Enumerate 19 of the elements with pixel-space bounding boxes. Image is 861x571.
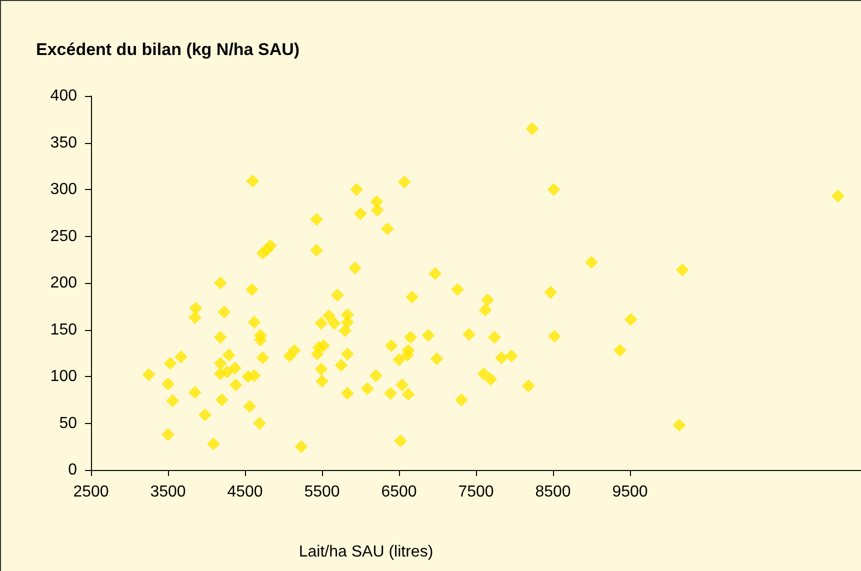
y-tick-label: 300 <box>50 181 78 198</box>
y-tick-label: 250 <box>50 228 78 245</box>
chart-title: Excédent du bilan (kg N/ha SAU) <box>36 40 300 59</box>
x-tick-label: 8500 <box>535 484 571 500</box>
x-tick-label: 7500 <box>458 484 494 500</box>
y-tick-label: 400 <box>50 88 78 104</box>
y-tick-label: 150 <box>50 321 78 338</box>
y-tick-label: 200 <box>50 274 78 292</box>
x-tick-label: 2500 <box>73 484 109 500</box>
y-tick-label: 350 <box>50 134 78 152</box>
y-tick-label: 100 <box>50 368 78 385</box>
x-tick-label: 4500 <box>227 484 263 500</box>
x-tick-label: 9500 <box>612 484 648 500</box>
x-tick-label: 6500 <box>381 484 417 500</box>
x-axis-title: Lait/ha SAU (litres) <box>298 544 434 560</box>
y-tick-label: 0 <box>68 462 78 478</box>
x-tick-label: 3500 <box>150 484 186 500</box>
x-tick-label: 5500 <box>304 484 340 500</box>
y-tick-label: 50 <box>59 414 78 432</box>
